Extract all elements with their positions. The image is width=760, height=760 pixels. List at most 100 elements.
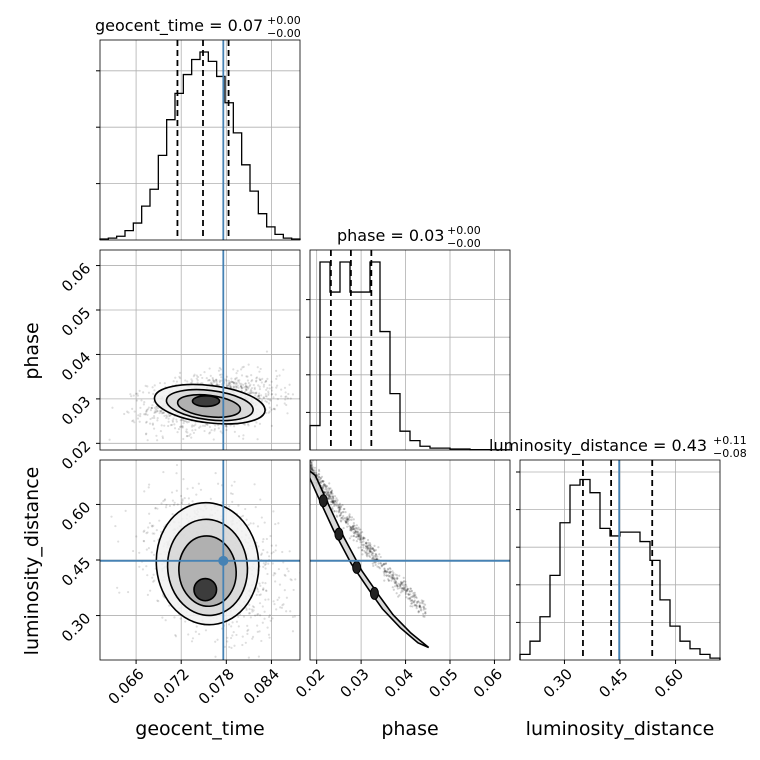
scatter-point <box>410 599 414 602</box>
scatter-point <box>146 413 149 416</box>
scatter-point <box>249 388 253 391</box>
scatter-point <box>421 600 424 604</box>
scatter-point <box>210 381 213 384</box>
scatter-point <box>216 638 219 641</box>
scatter-point <box>359 528 362 531</box>
scatter-point <box>248 603 251 606</box>
scatter-point <box>151 423 154 426</box>
scatter-point <box>187 497 190 500</box>
contour-core-phase-luminosity_distance-2 <box>352 560 362 574</box>
scatter-point <box>182 418 185 421</box>
scatter-point <box>335 504 338 507</box>
scatter-point <box>336 504 339 507</box>
scatter-point <box>261 621 264 624</box>
scatter-point <box>321 480 324 483</box>
xlabel-phase: phase <box>381 718 438 740</box>
scatter-point <box>353 532 356 535</box>
scatter-point <box>399 585 402 588</box>
scatter-point <box>413 599 416 602</box>
scatter-point <box>244 385 247 388</box>
scatter-point <box>350 529 353 532</box>
scatter-point <box>153 389 156 392</box>
scatter-point <box>157 407 160 410</box>
scatter-point <box>111 406 114 409</box>
scatter-point <box>319 477 322 480</box>
scatter-point <box>213 380 216 383</box>
scatter-point <box>376 555 379 558</box>
scatter-point <box>234 381 237 384</box>
scatter-point <box>399 591 403 594</box>
scatter-point <box>411 595 414 598</box>
scatter-point <box>247 612 251 615</box>
scatter-point <box>310 463 313 467</box>
scatter-point <box>354 530 357 533</box>
scatter-point <box>185 428 188 431</box>
scatter-group-geocent_time-luminosity_distance <box>110 463 300 660</box>
scatter-point <box>270 424 273 427</box>
scatter-point <box>253 392 256 395</box>
scatter-point <box>365 549 369 552</box>
scatter-point <box>393 585 397 588</box>
scatter-point <box>219 430 222 433</box>
scatter-point <box>268 383 271 387</box>
scatter-point <box>217 369 221 372</box>
scatter-point <box>331 499 334 502</box>
scatter-point <box>357 546 360 549</box>
scatter-point <box>284 395 287 398</box>
scatter-point <box>383 563 386 566</box>
scatter-point <box>258 422 262 425</box>
scatter-point <box>370 550 373 553</box>
scatter-point <box>241 643 244 647</box>
scatter-point <box>265 388 268 392</box>
scatter-point <box>244 385 247 388</box>
scatter-point <box>185 420 188 423</box>
scatter-point <box>248 607 251 611</box>
scatter-point <box>217 427 220 430</box>
scatter-point <box>418 605 421 608</box>
scatter-point <box>328 497 331 500</box>
scatter-point <box>240 374 244 377</box>
scatter-point <box>394 581 397 585</box>
scatter-point <box>144 384 147 387</box>
scatter-point <box>340 517 343 520</box>
scatter-point <box>328 495 331 498</box>
scatter-point <box>257 613 260 616</box>
scatter-point <box>320 475 324 478</box>
scatter-point <box>317 473 320 476</box>
scatter-point <box>374 552 377 556</box>
scatter-point <box>319 481 323 484</box>
scatter-point <box>407 593 410 596</box>
scatter-point <box>409 596 413 599</box>
scatter-point <box>324 484 327 487</box>
scatter-point <box>218 366 221 370</box>
scatter-point <box>366 545 369 548</box>
scatter-point <box>180 502 183 505</box>
scatter-point <box>372 548 375 552</box>
scatter-point <box>247 523 250 526</box>
scatter-point <box>373 544 376 548</box>
scatter-point <box>419 608 422 611</box>
scatter-point <box>325 490 329 493</box>
scatter-point <box>327 489 330 492</box>
scatter-point <box>338 505 341 509</box>
scatter-point <box>144 433 148 436</box>
scatter-point <box>143 490 146 493</box>
scatter-point <box>208 379 211 382</box>
scatter-point <box>330 491 333 494</box>
scatter-point <box>288 383 291 386</box>
scatter-point <box>146 408 150 411</box>
scatter-point <box>229 636 233 640</box>
scatter-point <box>208 367 211 370</box>
scatter-point <box>271 392 274 396</box>
scatter-point <box>254 506 257 509</box>
scatter-point <box>161 616 164 619</box>
scatter-point <box>212 379 215 382</box>
scatter-point <box>269 398 272 401</box>
scatter-point <box>150 524 153 527</box>
scatter-point <box>400 589 403 592</box>
scatter-point <box>228 623 231 626</box>
scatter-point <box>329 495 332 498</box>
scatter-point <box>272 510 275 513</box>
scatter-point <box>351 528 354 531</box>
